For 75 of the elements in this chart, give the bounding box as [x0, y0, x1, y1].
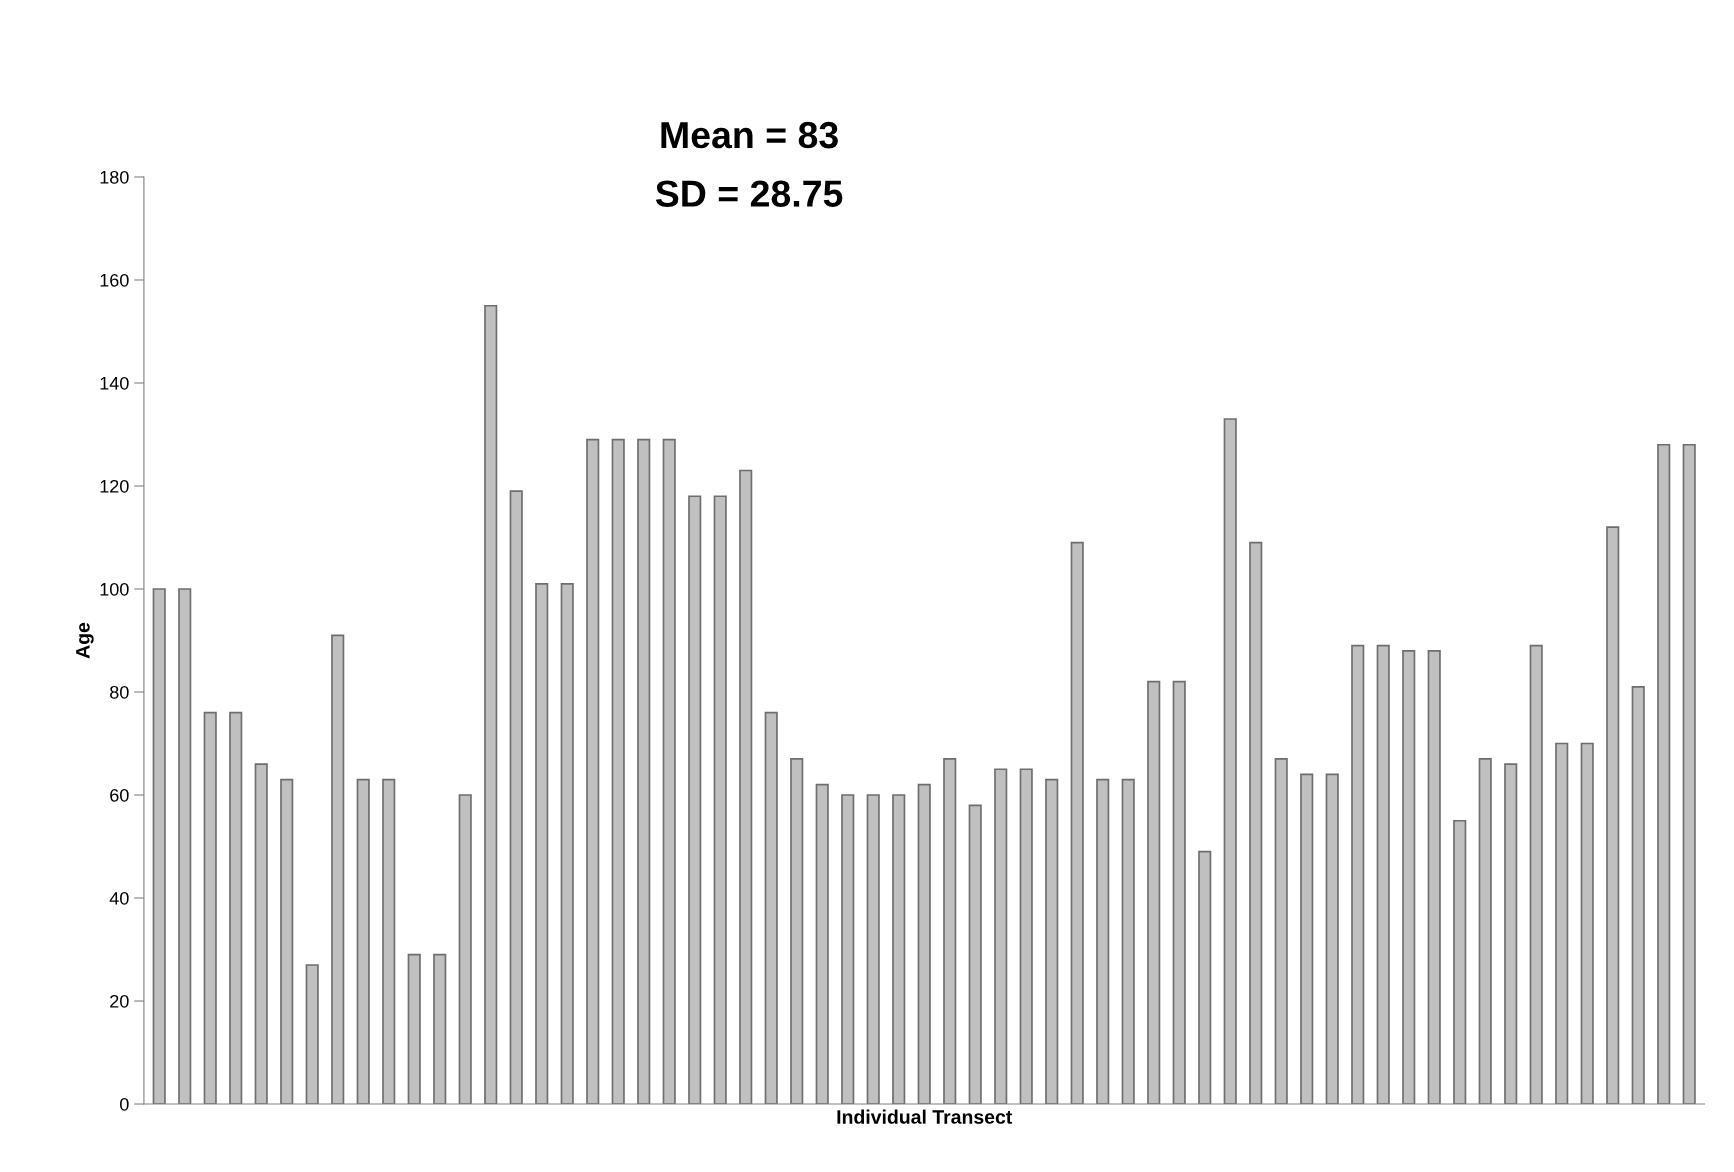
bar	[764, 711, 778, 1105]
bar	[1325, 773, 1339, 1105]
bar	[662, 438, 676, 1105]
bar	[1300, 773, 1314, 1105]
bar	[458, 794, 472, 1105]
bar	[535, 583, 549, 1105]
bar	[841, 794, 855, 1105]
bar	[1682, 443, 1696, 1105]
bar	[1427, 649, 1441, 1105]
bar	[433, 953, 447, 1105]
bar	[713, 495, 727, 1105]
bar	[637, 438, 651, 1105]
bar	[917, 783, 931, 1105]
bar	[1249, 541, 1263, 1105]
bar	[1376, 644, 1390, 1105]
y-tick-label: 60	[110, 788, 129, 802]
y-tick-label: 20	[110, 994, 129, 1008]
bar	[509, 490, 523, 1105]
bar	[1172, 680, 1186, 1105]
text: Mean = 83	[661, 121, 838, 149]
bar	[1351, 644, 1365, 1105]
bar	[305, 964, 319, 1105]
y-tick-label: 100	[100, 582, 129, 596]
y-tick-label: 80	[110, 685, 129, 699]
bar	[407, 953, 421, 1105]
y-tick-label: 180	[100, 170, 129, 184]
bar	[484, 304, 498, 1105]
bar	[1096, 778, 1110, 1105]
bar	[1045, 778, 1059, 1105]
bar	[1070, 541, 1084, 1105]
bar	[229, 711, 243, 1105]
bar	[1478, 758, 1492, 1105]
y-axis-title: Age	[76, 622, 94, 659]
bar	[866, 794, 880, 1105]
bar	[1555, 742, 1569, 1105]
y-tick-label: 140	[100, 376, 129, 390]
bar	[1529, 644, 1543, 1105]
bar	[994, 768, 1008, 1105]
bar	[790, 758, 804, 1105]
bar	[152, 588, 166, 1105]
bar	[178, 588, 192, 1105]
y-tick-label: 160	[100, 273, 129, 287]
bar	[280, 778, 294, 1105]
bar	[1657, 443, 1671, 1105]
bar	[1274, 758, 1288, 1105]
bar	[892, 794, 906, 1105]
bar	[1631, 686, 1645, 1105]
bar	[815, 783, 829, 1105]
bar	[1121, 778, 1135, 1105]
bar	[1402, 649, 1416, 1105]
y-tick-label: 120	[100, 479, 129, 493]
bar	[968, 804, 982, 1105]
bar	[356, 778, 370, 1105]
bar	[560, 583, 574, 1105]
bar	[1198, 850, 1212, 1105]
bar	[254, 763, 268, 1105]
annotation: SD = 28.75	[655, 180, 843, 207]
bar	[1606, 526, 1620, 1105]
bar	[611, 438, 625, 1105]
bar	[1019, 768, 1033, 1105]
bar	[1453, 819, 1467, 1105]
bar	[688, 495, 702, 1105]
x-axis-title: Individual Transect	[837, 1109, 1013, 1124]
y-tick-label: 0	[120, 1097, 129, 1111]
y-tick-label: 40	[109, 891, 129, 905]
bar	[586, 438, 600, 1105]
bar	[943, 758, 957, 1105]
bar	[382, 778, 396, 1105]
bar	[331, 634, 345, 1105]
bar	[203, 711, 217, 1105]
bar	[1147, 680, 1161, 1105]
bar	[1580, 742, 1594, 1105]
bar	[1223, 418, 1237, 1105]
bar	[739, 469, 753, 1105]
bar	[1504, 763, 1518, 1105]
